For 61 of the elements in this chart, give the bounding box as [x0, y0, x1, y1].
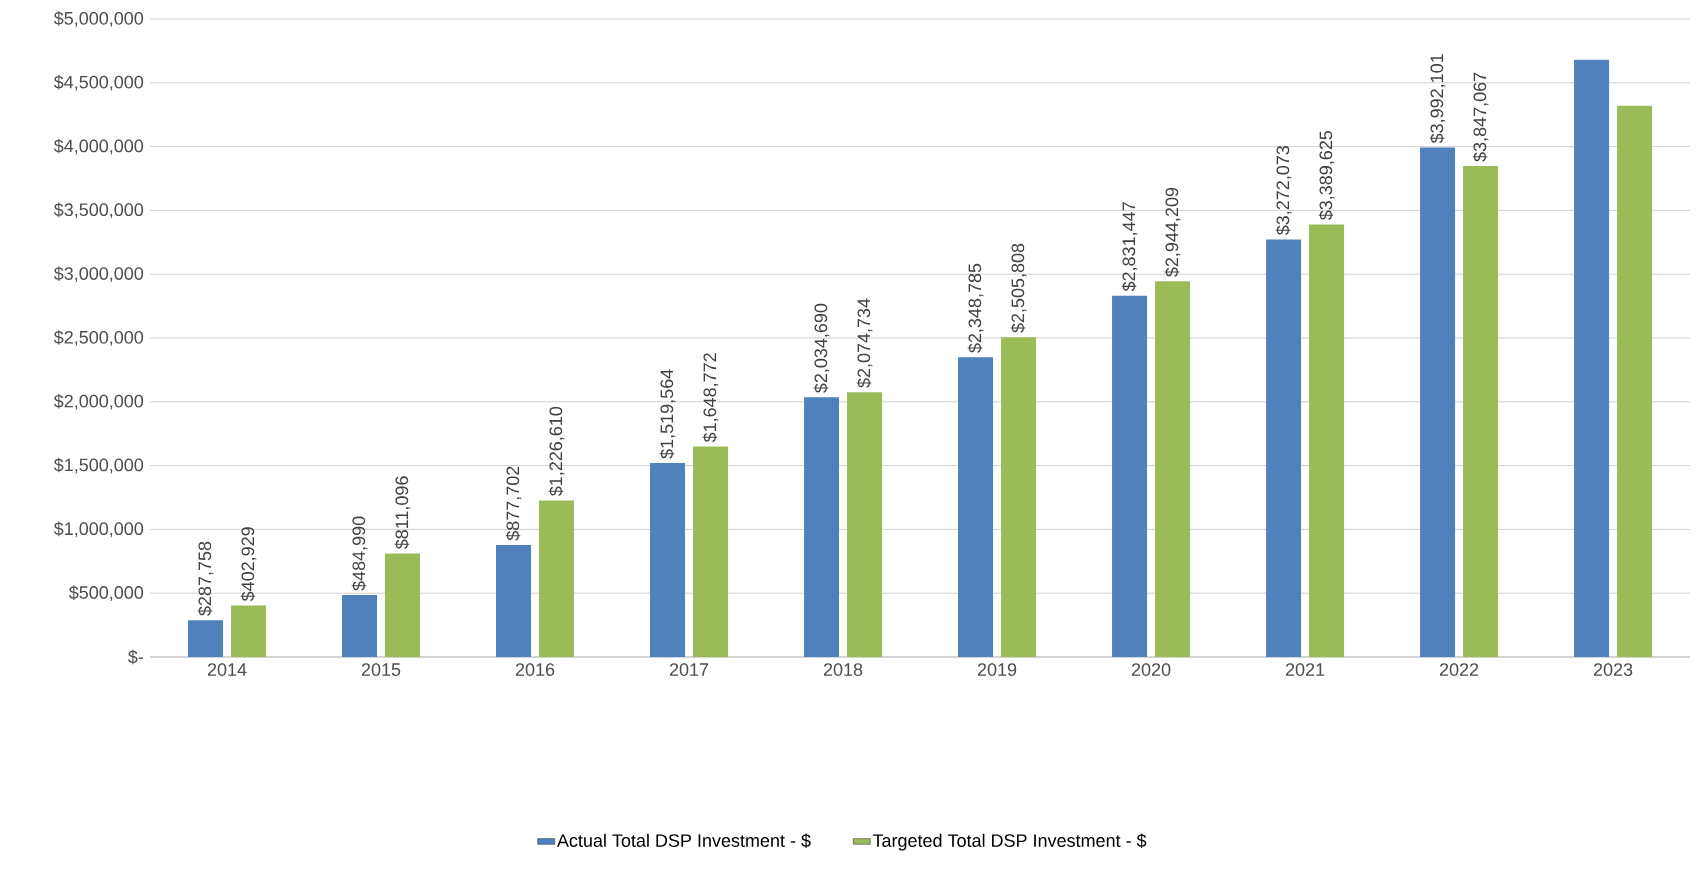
bar	[385, 553, 421, 657]
bar	[1266, 239, 1302, 657]
data-label: $2,348,785	[967, 263, 984, 353]
data-label: $2,944,209	[1164, 187, 1181, 277]
x-tick-label: 2017	[669, 663, 709, 676]
data-label: $484,990	[351, 516, 368, 591]
y-tick-label: $500,000	[68, 585, 144, 602]
data-label: $2,034,690	[813, 303, 830, 393]
x-tick-label: 2023	[1593, 663, 1633, 676]
y-tick-label: $4,000,000	[53, 138, 144, 155]
y-tick-label: $2,000,000	[53, 393, 144, 410]
y-tick-label: $5,000,000	[53, 11, 144, 27]
data-label: $3,389,625	[1318, 130, 1335, 221]
y-tick-label: $3,500,000	[53, 202, 144, 219]
bar	[1001, 337, 1037, 657]
bar	[188, 620, 224, 657]
x-tick-label: 2014	[207, 663, 247, 676]
bar	[958, 357, 994, 657]
bar	[1463, 166, 1499, 657]
legend-label: Actual Total DSP Investment - $	[556, 833, 811, 849]
bar	[1309, 224, 1345, 657]
x-tick-label: 2015	[361, 663, 401, 676]
x-tick-label: 2019	[977, 663, 1017, 676]
bar	[539, 500, 575, 657]
data-label: $2,831,447	[1121, 202, 1138, 292]
y-tick-label: $4,500,000	[53, 74, 144, 91]
x-tick-label: 2018	[823, 663, 863, 676]
bar	[1617, 105, 1653, 657]
y-tick-label: $1,500,000	[53, 457, 144, 474]
x-tick-label: 2020	[1131, 663, 1171, 676]
data-label: $1,226,610	[548, 406, 565, 497]
bar	[847, 392, 883, 657]
bar	[1155, 281, 1191, 657]
x-tick-label: 2016	[515, 663, 555, 676]
data-label: $402,929	[240, 527, 257, 602]
bar	[650, 463, 686, 657]
data-label: $811,096	[394, 476, 411, 550]
legend-label: Targeted Total DSP Investment - $	[872, 833, 1147, 851]
y-tick-label: $3,000,000	[53, 266, 144, 283]
bar	[342, 595, 378, 657]
data-label: $3,847,067	[1472, 72, 1489, 162]
bar	[1112, 295, 1148, 657]
data-label: $2,074,734	[856, 298, 873, 388]
y-tick-label: $2,500,000	[53, 330, 144, 346]
data-label: $1,648,772	[702, 353, 719, 443]
bar	[804, 397, 840, 657]
data-label: $3,272,073	[1275, 146, 1292, 236]
y-tick-label: $-	[128, 649, 144, 665]
data-label: $1,519,564	[659, 369, 676, 459]
x-tick-label: 2021	[1285, 663, 1325, 676]
y-tick-label: $1,000,000	[53, 521, 144, 538]
bar	[1574, 59, 1610, 657]
bar	[231, 605, 267, 657]
data-label: $2,505,808	[1010, 243, 1027, 333]
bar	[1420, 147, 1456, 657]
data-label: $287,758	[197, 541, 214, 616]
x-tick-label: 2022	[1439, 663, 1479, 676]
data-label: $3,992,101	[1429, 54, 1446, 144]
bar	[496, 545, 532, 657]
data-label: $877,702	[505, 466, 522, 541]
bar	[693, 446, 729, 657]
